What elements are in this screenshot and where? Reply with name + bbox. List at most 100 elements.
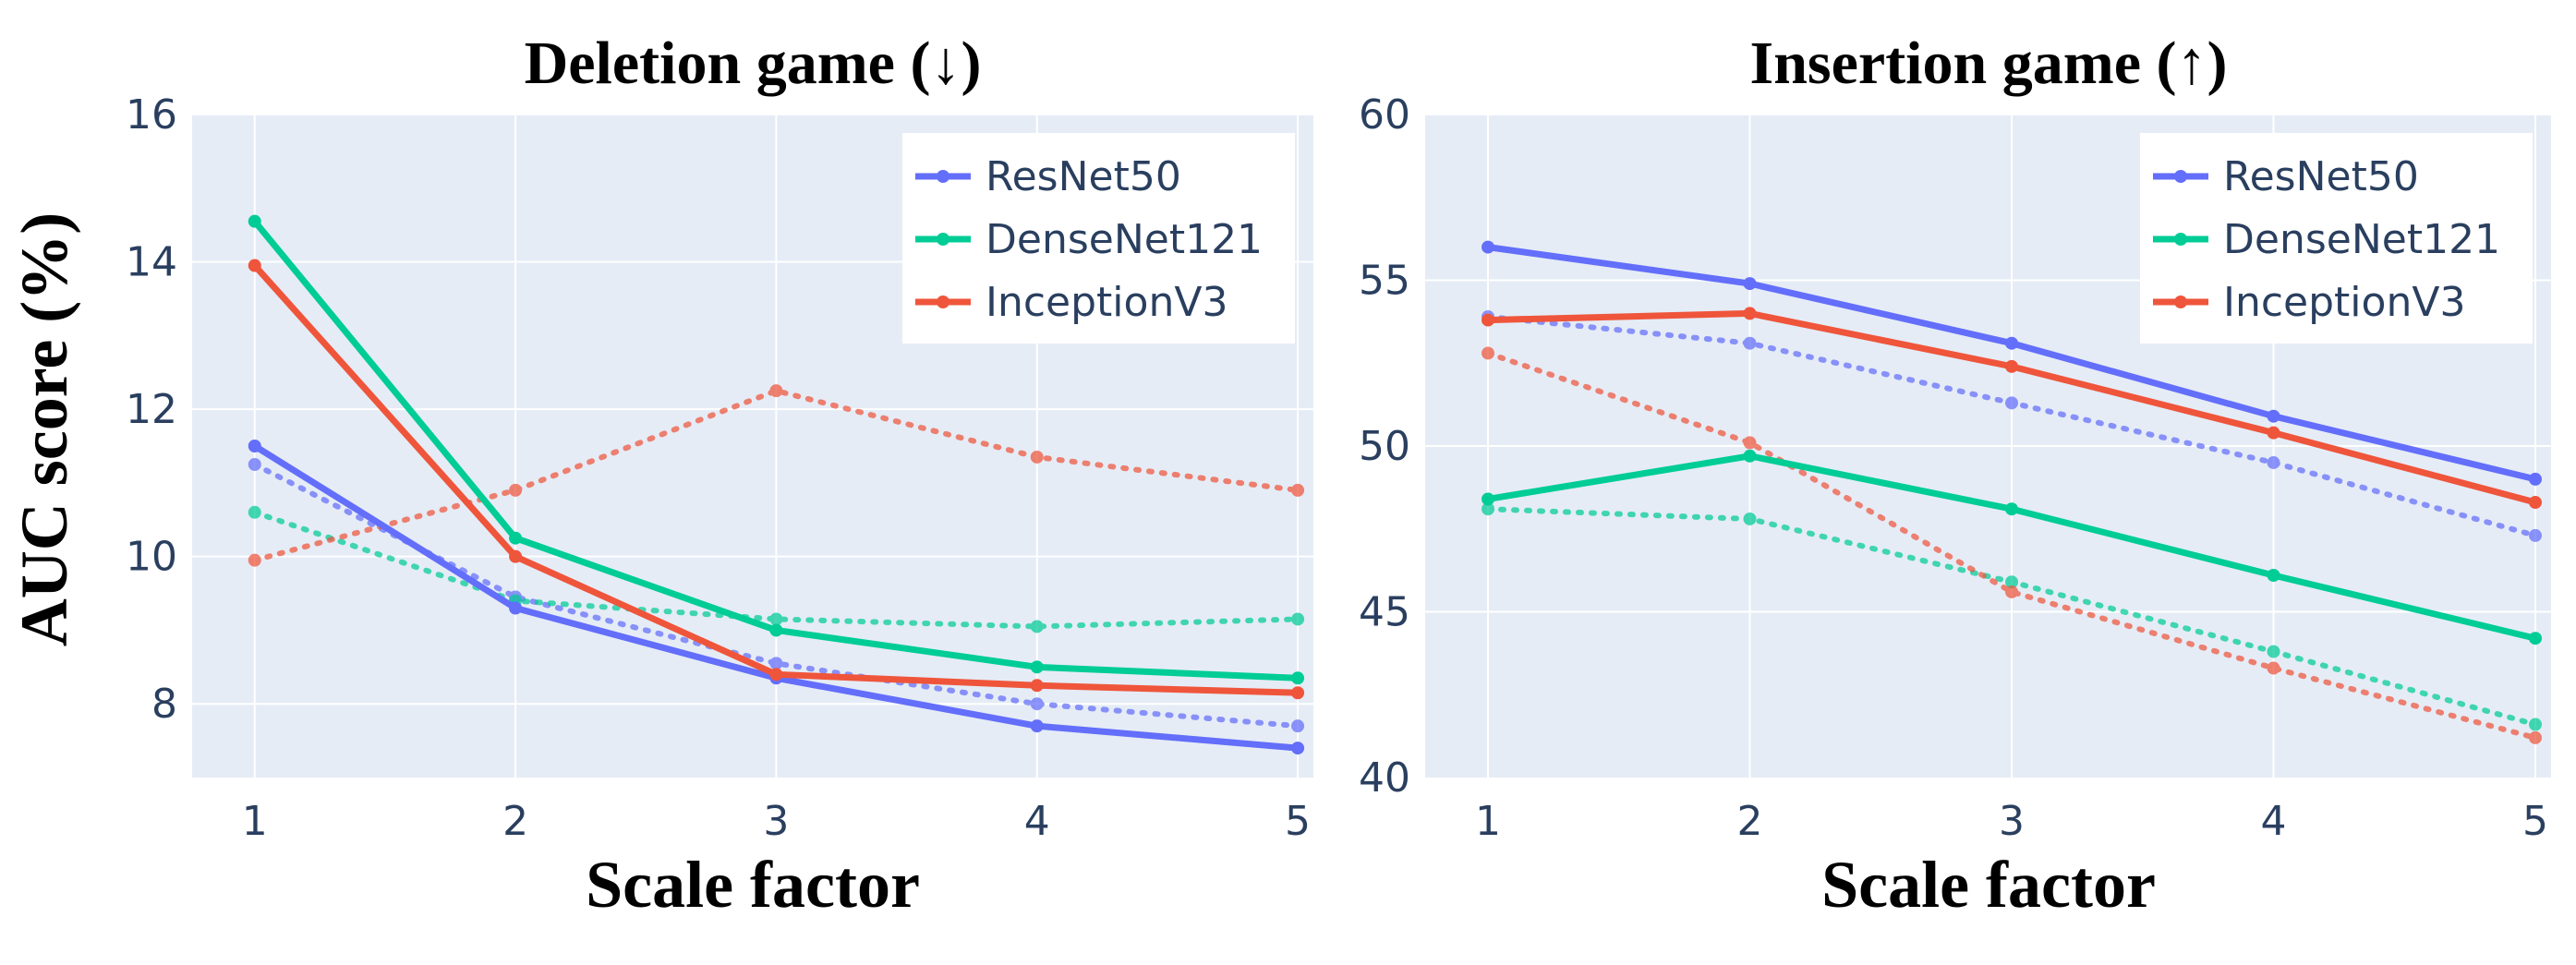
y-tick-label: 45: [1359, 589, 1410, 636]
data-point: [1030, 697, 1044, 711]
legend-item: ResNet50: [2153, 153, 2419, 200]
series-inceptionv3: [1482, 307, 2542, 510]
data-point: [1291, 742, 1305, 755]
y-tick-label: 8: [151, 681, 177, 728]
data-point: [2528, 472, 2542, 486]
data-point: [769, 623, 783, 637]
data-point: [1291, 686, 1305, 700]
legend-label: DenseNet121: [986, 216, 1263, 263]
x-axis-label-insertion: Scale factor: [1821, 848, 2156, 922]
legend-label: InceptionV3: [986, 279, 1228, 326]
deletion-game-chart: Deletion game (↓) Scale factor 1 2 3 4 58101…: [126, 30, 1313, 922]
y-tick-label: 50: [1359, 423, 1410, 470]
data-point: [1482, 346, 1495, 360]
legend-item: DenseNet121: [2153, 216, 2500, 263]
x-axis-label-deletion: Scale factor: [586, 848, 920, 922]
data-point: [2267, 455, 2280, 469]
data-point: [1743, 436, 1757, 450]
y-tick-label: 60: [1359, 91, 1410, 139]
series-densenet121: [248, 214, 1305, 685]
data-point: [1743, 512, 1757, 525]
legend-label: DenseNet121: [2223, 216, 2500, 263]
data-point: [248, 214, 261, 228]
data-point: [1030, 660, 1044, 674]
legend-label: ResNet50: [2223, 153, 2419, 200]
series-densenet121: [1482, 449, 2542, 645]
data-point: [509, 549, 523, 563]
data-point: [2528, 730, 2542, 744]
legend-item: InceptionV3: [2153, 279, 2465, 326]
series-baseline-dotted: [248, 505, 1305, 633]
data-point: [248, 440, 261, 452]
data-point: [2267, 569, 2280, 583]
data-point: [2528, 528, 2542, 542]
data-point: [2005, 585, 2019, 598]
y-tick-label: 40: [1359, 754, 1410, 802]
data-point: [769, 612, 783, 626]
series-baseline-dotted: [1482, 346, 2542, 744]
legend-swatch-marker: [2174, 233, 2187, 246]
y-tick-label: 16: [126, 91, 177, 139]
data-point: [2528, 718, 2542, 731]
legend-item: DenseNet121: [915, 216, 1263, 263]
series-line: [251, 509, 1301, 630]
legend-swatch-marker: [2174, 296, 2187, 308]
data-point: [2267, 409, 2280, 423]
series-line: [1485, 350, 2538, 741]
data-point: [1743, 449, 1757, 463]
data-point: [248, 505, 261, 519]
legend-swatch-marker: [2174, 170, 2187, 183]
legend-swatch-marker: [937, 296, 949, 308]
grid: [1425, 114, 2551, 778]
data-point: [509, 531, 523, 545]
data-point: [1743, 336, 1757, 350]
data-point: [1030, 620, 1044, 633]
legend-swatch-marker: [937, 170, 949, 183]
x-tick-label: 2: [1737, 798, 1763, 845]
y-tick-label: 14: [126, 239, 177, 286]
series-baseline-dotted: [248, 384, 1305, 567]
data-point: [509, 601, 523, 615]
data-point: [1482, 492, 1495, 506]
data-point: [2267, 645, 2280, 658]
y-tick-label: 12: [126, 386, 177, 433]
x-tick-label: 3: [763, 798, 789, 845]
data-point: [1743, 277, 1757, 291]
data-point: [2267, 661, 2280, 675]
data-point: [1030, 719, 1044, 733]
y-tick-label: 10: [126, 534, 177, 581]
data-point: [1030, 679, 1044, 693]
data-point: [1482, 502, 1495, 516]
data-point: [509, 483, 523, 497]
x-tick-label: 3: [1999, 798, 2025, 845]
data-point: [2528, 632, 2542, 645]
legend: ResNet50 DenseNet121 InceptionV3: [902, 133, 1295, 344]
x-tick-label: 5: [2522, 798, 2548, 845]
legend: ResNet50 DenseNet121 InceptionV3: [2140, 133, 2533, 344]
legend-item: InceptionV3: [915, 279, 1228, 326]
shared-y-axis-label: AUC score (%): [7, 212, 81, 647]
data-point: [1291, 719, 1305, 733]
legend-label: InceptionV3: [2223, 279, 2465, 326]
data-point: [1291, 671, 1305, 685]
data-point: [2005, 575, 2019, 589]
x-tick-label: 5: [1285, 798, 1311, 845]
series-line: [251, 388, 1301, 563]
data-point: [2267, 426, 2280, 440]
data-point: [1482, 313, 1495, 327]
data-point: [2005, 336, 2019, 350]
x-tick-label: 2: [502, 798, 528, 845]
data-point: [2528, 496, 2542, 510]
data-point: [248, 553, 261, 567]
y-tick-label: 55: [1359, 258, 1410, 305]
legend-label: ResNet50: [986, 153, 1181, 200]
x-tick-label: 1: [242, 798, 268, 845]
chart-title-deletion: Deletion game (↓): [525, 30, 982, 97]
x-tick-label: 4: [2261, 798, 2287, 845]
insertion-game-chart: Insertion game (↑) Scale factor 1 2 3 4 5404…: [1359, 30, 2551, 922]
data-point: [769, 668, 783, 682]
data-point: [769, 384, 783, 398]
x-tick-label: 4: [1024, 798, 1050, 845]
legend-item: ResNet50: [915, 153, 1181, 200]
